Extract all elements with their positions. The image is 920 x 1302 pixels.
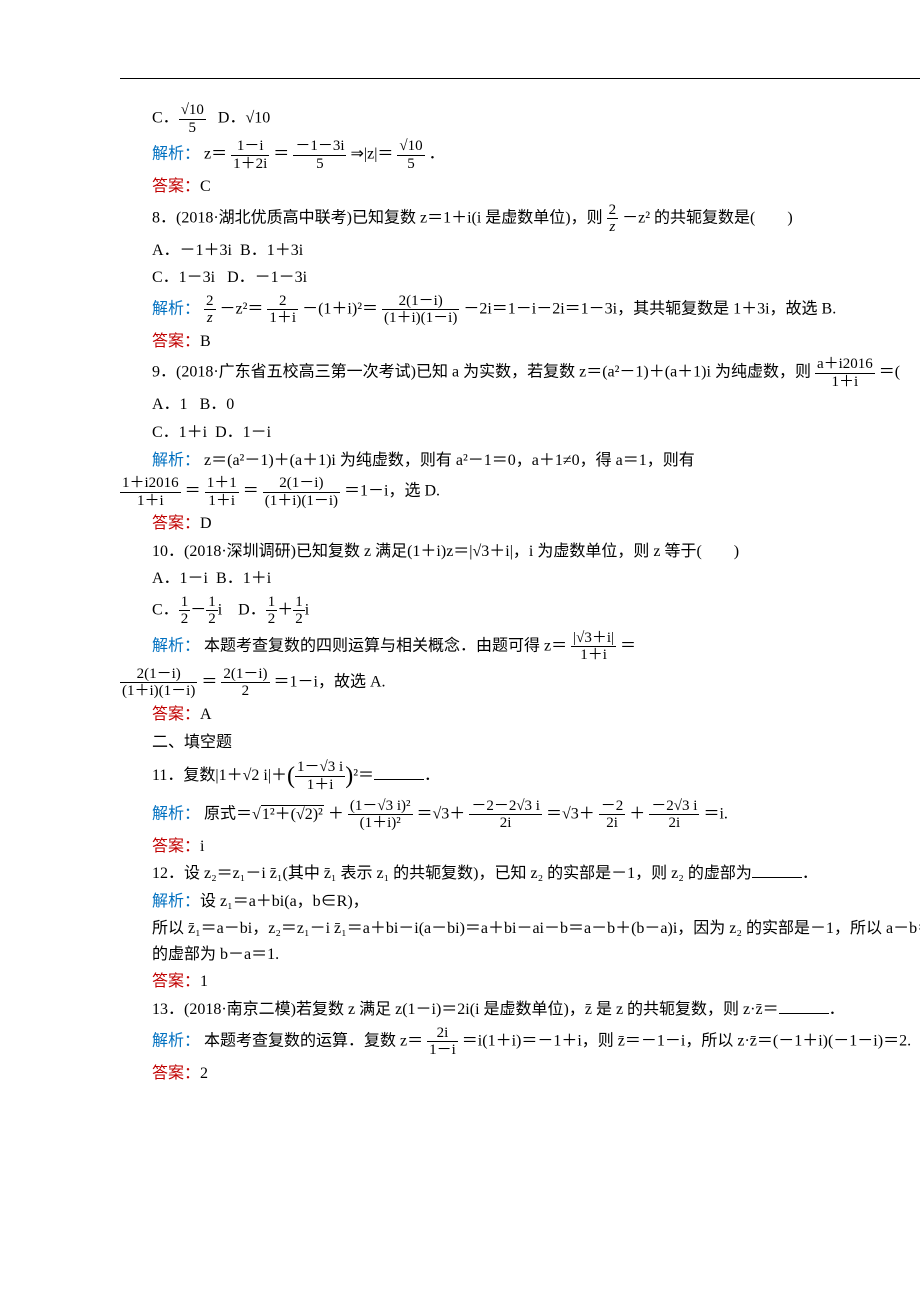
q9-optAB: A．1 B．0 (120, 392, 920, 418)
q12-analysis-1: 解析：设 z₁＝a＋bi(a，b∈R)， (120, 889, 920, 915)
answer-label: 答案： (152, 973, 200, 990)
analysis-label: 解析： (152, 1032, 200, 1049)
q12-analysis-2: 所以 z̄₁＝a－bi，z₂＝z₁－i z̄₁＝a＋bi－i(a－bi)＝a＋b… (120, 916, 920, 967)
top-rule (120, 78, 920, 79)
section-fill: 二、填空题 (120, 730, 920, 756)
analysis-label: 解析： (152, 638, 200, 655)
q7-answer: 答案：C (120, 174, 920, 200)
q9-analysis-2: 1＋i20161＋i ＝ 1＋11＋i ＝ 2(1－i)(1＋i)(1－i) ＝… (120, 475, 920, 509)
q11-stem: 11．复数|1＋√2 i|＋(1－√3 i1＋i)²＝． (120, 757, 920, 795)
q8-analysis: 解析： 2z －z²＝ 21＋i －(1＋i)²＝ 2(1－i)(1＋i)(1－… (120, 293, 920, 327)
q10-optCD: C．12－12i D．12＋12i (120, 594, 920, 628)
q8-optCD: C．1－3i D．－1－3i (120, 265, 920, 291)
q13-answer: 答案：2 (120, 1061, 920, 1087)
answer-label: 答案： (152, 1065, 200, 1082)
blank (752, 861, 802, 878)
answer-label: 答案： (152, 706, 200, 723)
q9-answer: 答案：D (120, 511, 920, 537)
blank (374, 763, 424, 780)
answer-label: 答案： (152, 333, 200, 350)
q8-optAB: A．－1＋3i B．1＋3i (120, 238, 920, 264)
q9-analysis: 解析： z＝(a²－1)＋(a＋1)i 为纯虚数，则有 a²－1＝0，a＋1≠0… (120, 448, 920, 474)
q10-stem: 10．(2018·深圳调研)已知复数 z 满足(1＋i)z＝|√3＋i|，i 为… (120, 539, 920, 565)
answer-label: 答案： (152, 178, 200, 195)
analysis-label: 解析： (152, 300, 200, 317)
q9-stem: 9．(2018·广东省五校高三第一次考试)已知 a 为实数，若复数 z＝(a²－… (120, 356, 920, 390)
q7-optCD: C．√105 D．√10 (120, 102, 920, 136)
q11-analysis: 解析： 原式＝1²＋(√2)² ＋ (1－√3 i)²(1＋i)² ＝√3＋ －… (120, 798, 920, 832)
analysis-label: 解析： (152, 805, 200, 822)
q13-analysis: 解析： 本题考查复数的运算．复数 z＝ 2i1－i ＝i(1＋i)＝－1＋i，则… (120, 1025, 920, 1059)
analysis-label: 解析： (152, 146, 200, 163)
q13-stem: 13．(2018·南京二模)若复数 z 满足 z(1－i)＝2i(i 是虚数单位… (120, 997, 920, 1023)
q10-analysis: 解析： 本题考查复数的四则运算与相关概念．由题可得 z＝ |√3＋i|1＋i ＝ (120, 630, 920, 664)
q7-analysis: 解析： z＝ 1－i1＋2i ＝ －1－3i5 ⇒|z|＝ √105 ． (120, 138, 920, 172)
q9-optCD: C．1＋i D．1－i (120, 420, 920, 446)
answer-label: 答案： (152, 838, 200, 855)
q10-optAB: A．1－i B．1＋i (120, 566, 920, 592)
q8-answer: 答案：B (120, 329, 920, 355)
q8-stem: 8．(2018·湖北优质高中联考)已知复数 z＝1＋i(i 是虚数单位)，则 2… (120, 202, 920, 236)
q12-stem: 12．设 z₂＝z₁－i z̄₁(其中 z̄₁ 表示 z₁ 的共轭复数)，已知 … (120, 861, 920, 887)
q12-answer: 答案：1 (120, 969, 920, 995)
q10-answer: 答案：A (120, 702, 920, 728)
answer-label: 答案： (152, 515, 200, 532)
analysis-label: 解析： (152, 452, 200, 469)
analysis-label: 解析： (152, 893, 200, 910)
q10-analysis-2: 2(1－i)(1＋i)(1－i) ＝ 2(1－i)2 ＝1－i，故选 A. (120, 666, 920, 700)
q11-answer: 答案：i (120, 834, 920, 860)
blank (779, 997, 829, 1014)
